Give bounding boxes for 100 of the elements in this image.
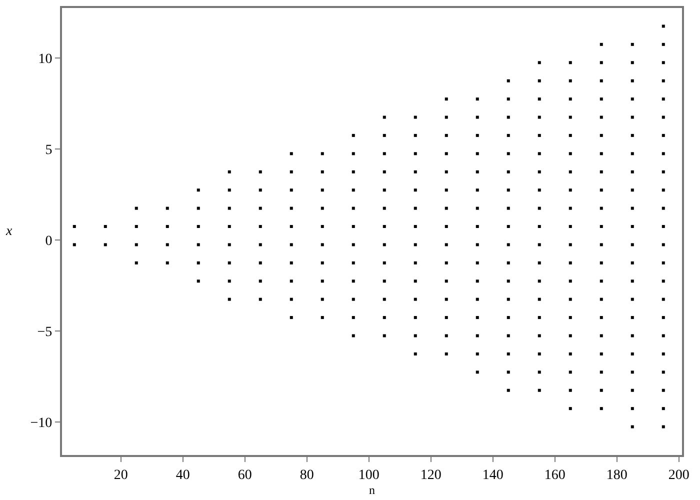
point xyxy=(476,298,479,301)
point xyxy=(228,243,231,246)
point xyxy=(600,206,603,210)
point xyxy=(538,261,541,264)
point xyxy=(568,170,572,174)
point xyxy=(630,425,634,428)
point xyxy=(506,243,510,246)
point xyxy=(290,280,293,283)
point xyxy=(320,280,324,283)
point xyxy=(630,352,634,356)
point xyxy=(382,116,386,119)
point xyxy=(228,188,231,192)
point xyxy=(320,298,324,301)
point xyxy=(476,116,479,119)
point xyxy=(630,261,634,264)
point xyxy=(630,243,634,246)
x-tick-label: 160 xyxy=(544,468,566,483)
point xyxy=(630,370,634,374)
point xyxy=(258,261,262,264)
point xyxy=(228,206,231,210)
point xyxy=(600,170,603,174)
point xyxy=(444,224,448,228)
point xyxy=(382,298,386,301)
point xyxy=(538,370,541,374)
point xyxy=(414,188,417,192)
point xyxy=(600,352,603,356)
point xyxy=(414,334,417,338)
point xyxy=(538,170,541,174)
point xyxy=(290,298,293,301)
point xyxy=(630,298,634,301)
point xyxy=(290,152,293,156)
point xyxy=(568,79,572,82)
point xyxy=(414,316,417,320)
x-tick-label: 100 xyxy=(358,468,380,483)
point xyxy=(476,370,479,374)
point xyxy=(414,298,417,301)
point xyxy=(600,98,603,101)
point xyxy=(320,243,324,246)
point xyxy=(444,152,448,156)
point xyxy=(476,334,479,338)
point xyxy=(630,116,634,119)
point xyxy=(414,206,417,210)
point xyxy=(290,188,293,192)
point xyxy=(352,188,355,192)
point xyxy=(352,280,355,283)
point xyxy=(352,170,355,174)
point xyxy=(630,407,634,410)
point xyxy=(196,224,200,228)
point xyxy=(506,206,510,210)
point xyxy=(630,388,634,392)
point xyxy=(382,170,386,174)
point xyxy=(476,134,479,137)
point xyxy=(382,316,386,320)
point xyxy=(414,134,417,137)
point xyxy=(196,243,200,246)
point xyxy=(352,261,355,264)
point xyxy=(228,261,231,264)
point xyxy=(568,116,572,119)
point xyxy=(228,298,231,301)
point xyxy=(662,42,665,46)
point xyxy=(72,224,76,228)
point xyxy=(352,298,355,301)
point xyxy=(538,188,541,192)
point xyxy=(662,334,665,338)
point xyxy=(630,98,634,101)
point xyxy=(662,261,665,264)
point xyxy=(196,188,200,192)
point xyxy=(600,316,603,320)
point xyxy=(630,206,634,210)
point xyxy=(662,298,665,301)
point xyxy=(134,261,138,264)
point xyxy=(538,206,541,210)
x-tick-label: 60 xyxy=(238,468,252,483)
point xyxy=(568,98,572,101)
point xyxy=(352,206,355,210)
point xyxy=(258,206,262,210)
point xyxy=(506,298,510,301)
point xyxy=(538,116,541,119)
point xyxy=(444,243,448,246)
y-tick-label: 5 xyxy=(45,143,52,158)
point xyxy=(444,188,448,192)
point xyxy=(444,352,448,356)
point xyxy=(196,206,200,210)
point xyxy=(290,224,293,228)
point xyxy=(568,224,572,228)
point xyxy=(630,152,634,156)
point xyxy=(600,334,603,338)
point xyxy=(444,316,448,320)
point xyxy=(506,261,510,264)
point xyxy=(568,152,572,156)
x-tick-label: 180 xyxy=(606,468,628,483)
point xyxy=(414,243,417,246)
point xyxy=(476,243,479,246)
point xyxy=(134,243,138,246)
point xyxy=(600,407,603,410)
point xyxy=(258,280,262,283)
x-tick-label: 40 xyxy=(176,468,190,483)
point xyxy=(630,79,634,82)
point xyxy=(476,352,479,356)
point xyxy=(444,280,448,283)
